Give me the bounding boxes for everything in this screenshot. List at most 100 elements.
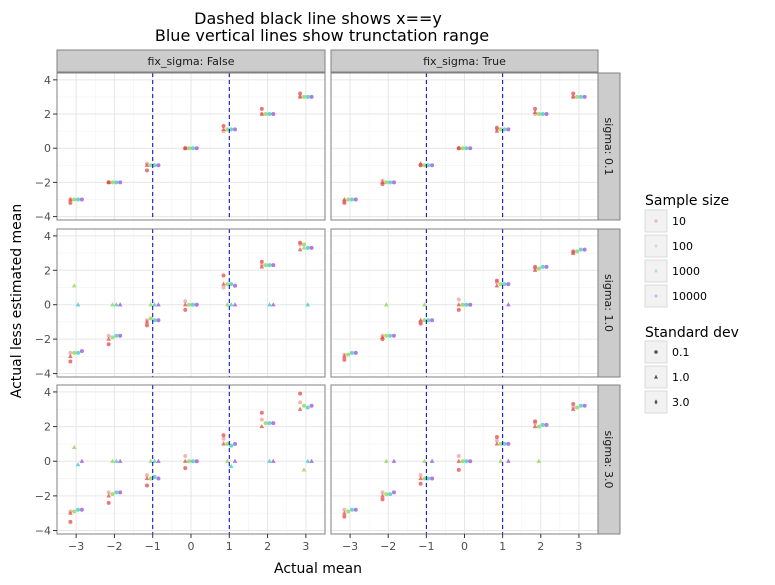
x-tick-label: −3	[68, 540, 84, 553]
panel-border	[56, 72, 326, 221]
x-axis-title: Actual mean	[274, 561, 362, 577]
data-point	[106, 490, 111, 495]
data-point	[106, 500, 111, 505]
data-point	[152, 302, 157, 307]
data-point	[267, 263, 272, 268]
row-strip-label: sigma: 3.0	[602, 431, 615, 489]
data-point	[182, 145, 188, 150]
data-point	[233, 283, 238, 288]
facet-grid	[56, 72, 599, 535]
legend-title-sample-size: Sample size	[645, 193, 729, 209]
data-point	[187, 302, 192, 307]
data-point	[380, 490, 385, 495]
y-tick-label: −4	[35, 368, 51, 381]
data-point	[114, 333, 119, 338]
data-point	[353, 197, 358, 202]
data-point	[259, 259, 264, 264]
data-point	[267, 421, 272, 426]
data-point	[68, 509, 73, 514]
data-point	[380, 497, 385, 502]
data-point	[298, 400, 303, 405]
column-strip-label: fix_sigma: False	[148, 55, 235, 68]
legend-title-standard-dev: Standard dev	[645, 325, 739, 341]
data-point	[106, 333, 111, 338]
data-point	[380, 334, 385, 340]
legend-key-sample-size	[654, 219, 658, 223]
data-point	[225, 127, 230, 132]
data-point	[110, 180, 115, 185]
data-point	[582, 247, 587, 252]
column-strip	[330, 49, 599, 73]
data-point	[349, 507, 354, 512]
data-point	[182, 302, 188, 307]
data-point	[506, 458, 511, 463]
data-point	[194, 146, 199, 151]
data-point	[228, 463, 234, 469]
data-point	[71, 444, 77, 449]
data-point	[430, 318, 435, 323]
data-point	[152, 474, 157, 479]
data-point	[190, 146, 195, 151]
data-point	[494, 125, 499, 130]
data-point	[506, 441, 511, 446]
data-point	[494, 283, 500, 288]
data-point	[271, 458, 276, 463]
data-point	[68, 510, 73, 515]
legend-key-sample-size	[654, 269, 658, 273]
facet-panel-r0-c1	[330, 72, 599, 221]
data-point	[456, 307, 461, 312]
data-point	[456, 302, 462, 307]
data-point	[259, 263, 264, 268]
data-point	[494, 441, 500, 446]
data-point	[298, 240, 303, 245]
x-tick-label: 1	[499, 540, 506, 553]
data-point	[380, 178, 385, 183]
data-point	[353, 507, 358, 512]
data-point	[144, 475, 150, 481]
data-point	[68, 200, 73, 205]
data-point	[183, 454, 188, 459]
data-point	[68, 196, 73, 202]
data-point	[228, 302, 234, 307]
data-point	[148, 302, 154, 307]
data-point	[144, 319, 150, 324]
data-point	[582, 403, 587, 408]
data-point	[79, 507, 84, 512]
data-point	[263, 421, 268, 426]
x-tick-label: −2	[106, 540, 122, 553]
data-point	[233, 127, 238, 132]
data-point	[571, 94, 576, 99]
data-point	[342, 353, 347, 358]
data-point	[182, 458, 188, 463]
data-point	[575, 94, 580, 99]
data-point	[571, 402, 576, 407]
legend-key-sample-size	[654, 244, 658, 248]
column-strip	[56, 49, 326, 73]
data-point	[426, 163, 431, 168]
data-point	[72, 350, 77, 355]
data-point	[571, 91, 576, 96]
data-point	[156, 458, 161, 463]
data-point	[183, 299, 188, 304]
data-point	[114, 490, 119, 495]
data-point	[380, 493, 385, 498]
legend-key-circle	[654, 350, 658, 354]
data-point	[106, 336, 111, 341]
legend-label-sample-size: 1000	[672, 265, 700, 278]
data-point	[575, 249, 580, 254]
data-point	[298, 242, 303, 247]
data-point	[114, 180, 119, 185]
data-point	[221, 441, 226, 446]
data-point	[502, 127, 507, 132]
data-point	[544, 264, 549, 269]
data-point	[460, 459, 465, 464]
data-point	[391, 333, 396, 338]
data-point	[342, 514, 347, 519]
data-point	[468, 146, 473, 151]
data-point	[575, 405, 580, 410]
data-point	[494, 127, 499, 132]
x-tick-label: −1	[418, 540, 434, 553]
data-point	[221, 126, 226, 132]
data-point	[259, 112, 264, 117]
data-point	[298, 91, 303, 96]
